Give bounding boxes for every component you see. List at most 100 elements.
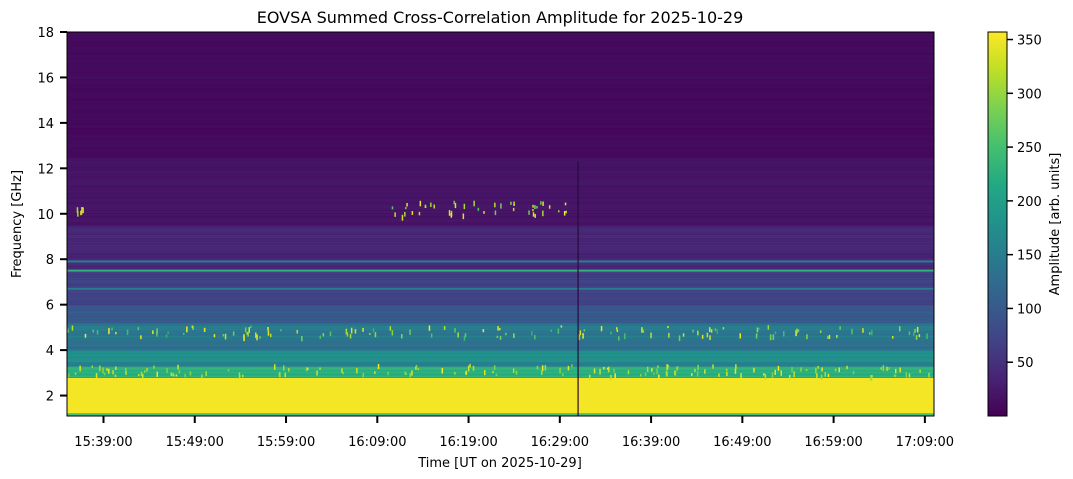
frequency-band [67, 201, 934, 204]
burst-speck [500, 203, 502, 209]
burst-speck [224, 333, 227, 340]
burst-speck [144, 370, 146, 373]
frequency-band [67, 177, 934, 180]
frequency-band [67, 306, 934, 309]
frequency-band [67, 238, 934, 241]
frequency-band [67, 385, 934, 388]
frequency-band [67, 180, 934, 183]
burst-speck [908, 373, 911, 378]
burst-speck [67, 328, 69, 332]
burst-speck [607, 367, 609, 370]
burst-speck [838, 367, 840, 373]
frequency-band [67, 117, 934, 119]
burst-speck [589, 374, 591, 381]
burst-speck [674, 371, 677, 376]
burst-speck [186, 326, 188, 333]
burst-speck [710, 329, 713, 333]
heatmap-area [67, 32, 934, 416]
burst-speck [795, 330, 797, 337]
burst-speck [405, 372, 407, 375]
frequency-band [67, 119, 934, 122]
burst-speck [712, 364, 714, 369]
colorbar-tick-label: 100 [1017, 302, 1042, 317]
frequency-band [67, 108, 934, 110]
burst-speck [915, 335, 918, 340]
burst-speck [362, 372, 364, 378]
burst-speck [450, 212, 453, 218]
frequency-band [67, 84, 934, 86]
burst-speck [558, 210, 560, 213]
burst-speck [578, 336, 581, 341]
frequency-band [67, 322, 934, 325]
frequency-band [67, 304, 934, 307]
frequency-band [67, 326, 934, 328]
burst-speck [349, 334, 352, 339]
burst-speck [600, 325, 603, 332]
frequency-band [67, 185, 934, 188]
burst-speck [793, 371, 795, 378]
burst-speck [401, 214, 404, 221]
burst-speck [796, 328, 798, 334]
frequency-band [67, 210, 934, 213]
frequency-band [67, 386, 934, 389]
frequency-band [67, 35, 934, 38]
frequency-band [67, 367, 934, 369]
frequency-band [67, 161, 934, 164]
burst-speck [701, 334, 704, 339]
burst-speck [389, 326, 392, 331]
frequency-band [67, 391, 934, 393]
burst-speck [691, 373, 693, 376]
frequency-band [67, 194, 934, 197]
frequency-band [67, 292, 934, 294]
colorbar [987, 31, 1008, 417]
burst-speck [472, 365, 475, 371]
burst-speck [583, 329, 586, 332]
frequency-band [67, 225, 934, 227]
burst-speck [457, 332, 459, 338]
frequency-band [67, 191, 934, 193]
burst-speck [394, 212, 396, 217]
frequency-band [67, 383, 934, 385]
y-tick-label: 8 [46, 253, 54, 268]
burst-speck [189, 371, 192, 376]
frequency-band [67, 32, 934, 34]
frequency-band [67, 341, 934, 343]
burst-speck [250, 325, 252, 328]
burst-speck [92, 329, 94, 333]
frequency-band [67, 143, 934, 146]
burst-speck [725, 368, 728, 371]
frequency-band [67, 404, 934, 407]
frequency-band [67, 94, 934, 97]
burst-speck [99, 365, 101, 372]
frequency-band [67, 41, 934, 43]
frequency-band [67, 133, 934, 135]
burst-speck [415, 364, 418, 370]
burst-speck [108, 328, 110, 335]
burst-speck [540, 201, 542, 205]
x-axis-label: Time [UT on 2025-10-29] [417, 456, 582, 471]
burst-speck [222, 334, 225, 337]
frequency-band [67, 121, 934, 124]
burst-speck [156, 328, 158, 334]
burst-speck [356, 367, 358, 374]
burst-speck [464, 333, 467, 337]
x-tick-label: 17:09:00 [896, 435, 954, 450]
frequency-band [67, 167, 934, 169]
burst-speck [469, 363, 471, 368]
burst-speck [115, 366, 117, 370]
burst-speck [815, 367, 817, 374]
burst-speck [541, 365, 544, 371]
frequency-band [67, 72, 934, 75]
burst-speck [350, 327, 353, 334]
burst-speck [111, 327, 113, 331]
burst-speck [616, 327, 618, 330]
frequency-band [67, 100, 934, 102]
frequency-band [67, 339, 934, 342]
burst-speck [354, 329, 357, 334]
burst-speck [77, 211, 79, 217]
colorbar-tick-label: 250 [1017, 141, 1042, 156]
burst-speck [756, 327, 759, 333]
burst-speck [734, 368, 737, 374]
frequency-band [67, 176, 934, 179]
frequency-band [67, 309, 934, 311]
